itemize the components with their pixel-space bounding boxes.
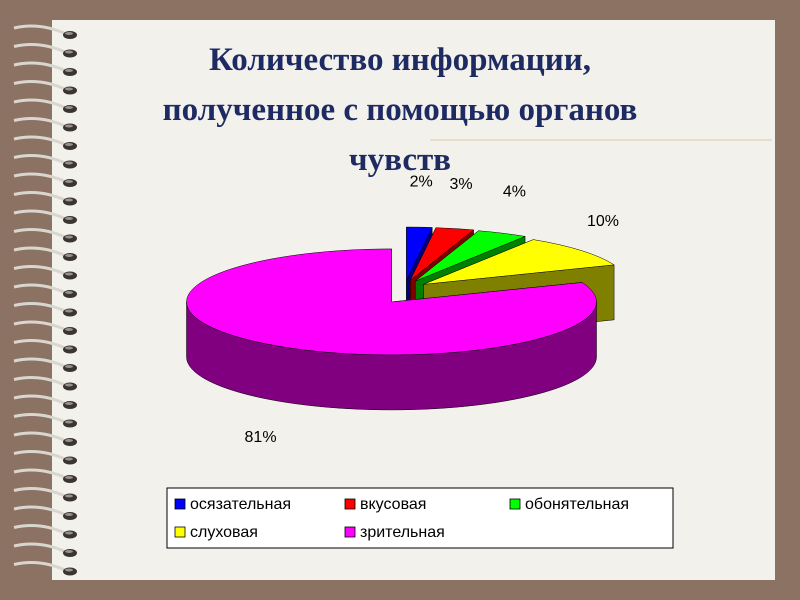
legend-swatch [344,526,356,538]
spiral-ring [13,505,67,517]
spiral-hole-shine [65,494,73,498]
data-label: 4% [503,184,526,201]
legend-label: зрительная [360,524,445,541]
spiral-hole-shine [65,87,73,91]
spiral-ring [13,431,67,443]
spiral-hole-shine [65,309,73,313]
spiral-hole-shine [65,568,73,572]
spiral-hole-shine [65,124,73,128]
spiral-ring [13,61,67,73]
spiral-hole-shine [65,198,73,202]
spiral-ring [13,265,67,276]
spiral-hole-shine [65,531,73,535]
spiral-ring [13,80,67,91]
spiral-ring [13,339,67,350]
spiral-ring [13,487,67,498]
spiral-ring [13,228,67,239]
spiral-ring [13,43,67,54]
slice [186,248,597,411]
slice-top [410,227,475,281]
spiral-hole-shine [65,365,73,368]
slice-top [423,239,615,285]
spiral-hole-shine [65,328,73,331]
legend-label: вкусовая [360,496,426,513]
legend-label: слуховая [190,524,258,541]
spiral-hole-shine [65,383,73,387]
legend-swatch [174,526,186,538]
legend-label: обонятельная [525,496,629,513]
slice-top [186,248,597,356]
legend-box [166,487,674,549]
data-label: 81% [245,429,277,446]
data-label: 3% [450,176,473,193]
spiral-ring [13,98,67,110]
spiral-ring [13,376,67,387]
spiral-ring [13,468,67,480]
legend-swatch [344,498,356,510]
spiral-hole-shine [65,69,73,72]
data-label: 2% [410,173,433,190]
spiral-hole-shine [65,217,73,220]
spiral-ring [13,135,67,147]
spiral-ring [13,394,67,406]
spiral-hole-shine [65,402,73,405]
legend-label: осязательная [190,496,291,513]
spiral-hole-shine [65,180,73,183]
spiral-ring [13,357,67,369]
spiral-ring [13,524,67,535]
slice-top [406,226,433,281]
spiral-hole-shine [65,457,73,461]
spiral-ring [13,24,67,36]
spiral-hole-shine [65,235,73,239]
legend-swatch [174,498,186,510]
spiral-hole-shine [65,439,73,442]
spiral-ring [13,191,67,202]
legend-swatch [509,498,521,510]
slice-top [415,230,526,282]
spiral-hole-shine [65,32,73,35]
spiral-ring [13,320,67,332]
spiral-hole-shine [65,254,73,257]
spiral-hole-shine [65,272,73,276]
spiral-hole-shine [65,106,73,109]
spiral-hole-shine [65,420,73,424]
spiral-ring [13,117,67,128]
spiral-ring [13,209,67,221]
spiral-ring [13,172,67,184]
spiral-ring [13,302,67,313]
spiral-hole-shine [65,161,73,165]
chart-title: Количество информации, полученное с помо… [162,42,638,178]
spiral-hole-shine [65,291,73,294]
spiral-ring [13,154,67,165]
spiral-hole-shine [65,476,73,479]
spiral-hole-shine [65,513,73,516]
spiral-ring [13,561,67,572]
spiral-ring [13,450,67,461]
spiral-ring [13,413,67,424]
spiral-hole-shine [65,346,73,350]
data-label: 10% [587,213,619,230]
spiral-hole-shine [65,550,73,553]
spiral-hole-shine [65,143,73,146]
spiral-ring [13,283,67,295]
spiral-ring [13,542,67,554]
spiral-ring [13,246,67,258]
spiral-hole-shine [65,50,73,54]
